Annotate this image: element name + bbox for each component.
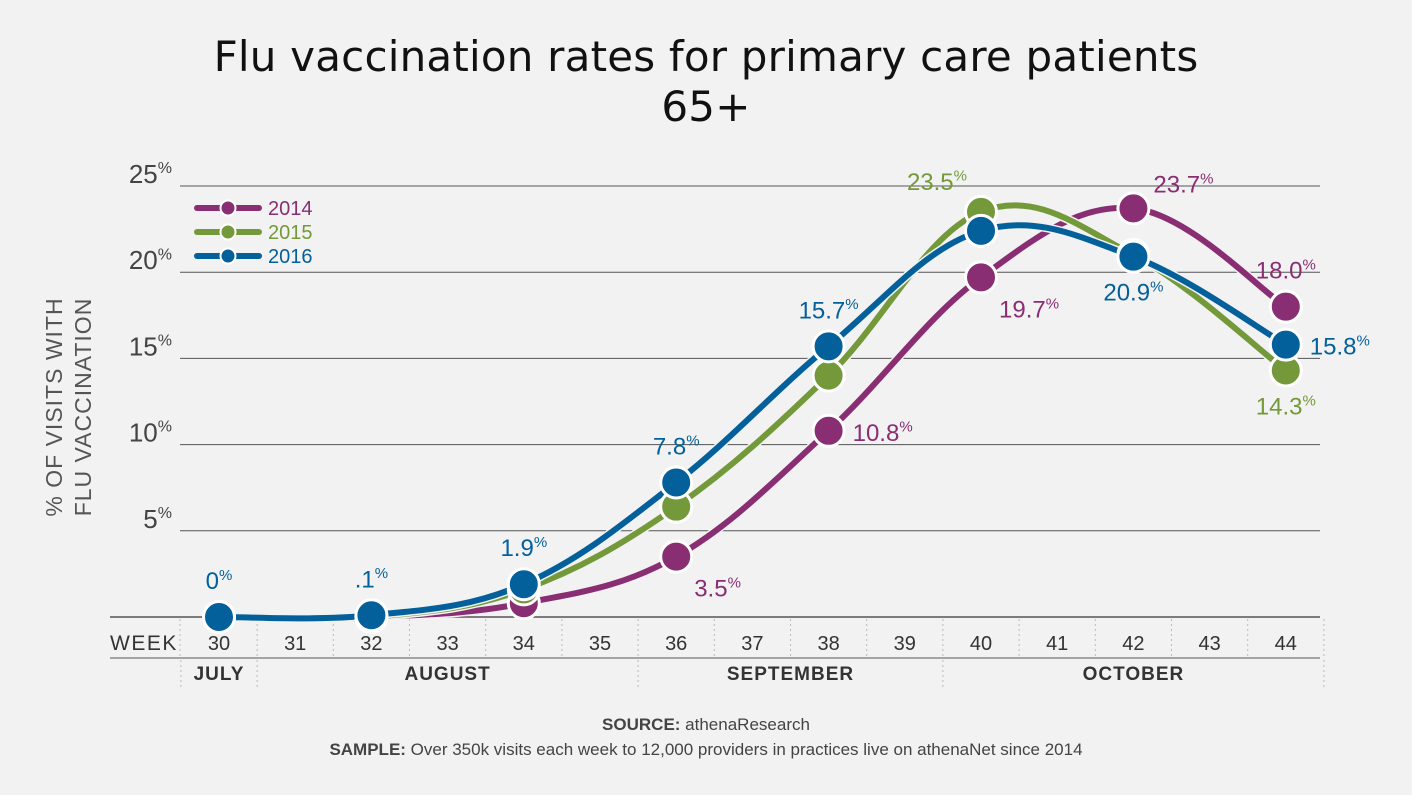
data-label-2015: 14.3% [1256,392,1316,420]
data-label-2014: 23.7% [1153,170,1213,198]
sample-text: Over 350k visits each week to 12,000 pro… [405,740,1083,759]
x-tick-label: 40 [970,633,992,655]
data-point-2016 [659,465,694,500]
legend-marker-2015 [219,223,237,241]
x-tick-label: 39 [894,633,916,655]
data-label-2014: 19.7% [999,295,1059,323]
data-point-2016 [202,600,236,634]
data-label-2014: 3.5% [694,575,741,603]
data-point-2016 [964,213,998,248]
x-tick-label: 44 [1275,633,1297,655]
x-tick-label: 42 [1122,633,1144,655]
data-label-2016: 15.8% [1310,332,1370,360]
y-axis-title-line: % OF VISITS WITH [41,297,67,516]
x-tick-label: 32 [360,633,382,655]
x-tick-label: 35 [589,633,611,655]
data-label-2016: 7.8% [653,432,700,460]
x-tick-label: 43 [1198,633,1220,655]
data-point-2016 [1268,327,1303,362]
chart-title-line-1: Flu vaccination rates for primary care p… [213,32,1199,81]
x-tick-label: 38 [817,633,839,655]
month-label: SEPTEMBER [727,664,854,685]
y-axis-title: % OF VISITS WITH FLU VACCINATION [41,297,96,516]
data-point-2016 [354,598,389,633]
source-line: SOURCE: athenaResearch [0,712,1412,737]
legend-label-2016: 2016 [268,246,313,268]
data-point-2016 [506,567,541,602]
data-point-2014 [659,539,694,574]
chart-footer: SOURCE: athenaResearch SAMPLE: Over 350k… [0,712,1412,762]
y-tick-label: 20% [129,245,172,275]
sample-label: SAMPLE: [329,740,406,759]
data-label-2015: 23.5% [907,168,967,196]
data-label-2016: 15.7% [799,296,859,324]
data-label-2016: 0% [206,567,233,595]
y-tick-label: 15% [129,331,172,361]
x-tick-label: 34 [513,633,535,655]
data-label-2014: 10.8% [853,419,913,447]
source-text: athenaResearch [680,715,810,734]
y-tick-label: 5% [143,504,172,534]
source-label: SOURCE: [602,715,681,734]
data-point-2016 [811,329,846,364]
x-tick-label: 37 [741,633,763,655]
x-tick-label: 30 [208,633,230,655]
y-axis-title-line: FLU VACCINATION [70,298,96,517]
data-point-2014 [1116,191,1151,226]
month-label: OCTOBER [1083,664,1185,685]
line-chart: 5% 10% 15% 20% 25% WEEK 30 31 32 33 34 35 36 37 38 39 40… [41,159,1370,688]
x-tick-label: 41 [1046,633,1068,655]
x-axis-label: WEEK [110,632,178,655]
chart-title: Flu vaccination rates for primary care p… [0,32,1412,132]
sample-line: SAMPLE: Over 350k visits each week to 12… [0,737,1412,762]
data-point-2014 [811,413,846,448]
legend-label-2015: 2015 [268,222,313,244]
chart-title-line-2: 65+ [661,82,751,131]
month-label: JULY [194,664,245,685]
data-point-2016 [1116,239,1151,274]
series-line-2016 [216,222,1289,622]
y-tick-label: 10% [129,418,172,448]
legend-label-2014: 2014 [268,198,313,220]
data-label-2014: 18.0% [1256,257,1316,285]
x-tick-label: 31 [284,633,306,655]
legend-marker-2016 [219,247,237,265]
data-point-2014 [964,260,998,295]
data-label-2016: 20.9% [1103,279,1163,307]
data-point-2015 [811,358,846,393]
data-label-2016: .1% [355,565,388,593]
x-tick-label: 36 [665,633,687,655]
data-label-2016: 1.9% [500,534,547,562]
data-point-2014 [1268,289,1303,324]
y-tick-label: 25% [129,159,172,189]
legend-marker-2014 [219,199,237,217]
x-tick-label: 33 [436,633,458,655]
month-label: AUGUST [404,664,490,685]
